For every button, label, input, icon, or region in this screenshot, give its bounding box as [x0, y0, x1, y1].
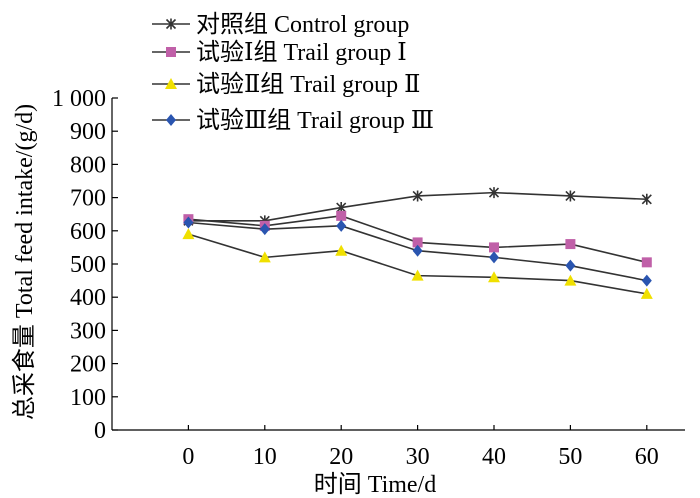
y-tick-label: 600 [70, 219, 106, 245]
data-point [258, 251, 271, 263]
data-point [641, 193, 652, 205]
y-tick-label: 200 [70, 352, 106, 378]
legend-label: 试验Ⅰ组 Trail group Ⅰ [196, 39, 407, 66]
data-point [565, 259, 576, 272]
x-tick-label: 20 [329, 444, 353, 470]
x-tick-label: 10 [253, 444, 277, 470]
data-point [336, 219, 347, 232]
data-point [641, 257, 652, 268]
x-tick-label: 0 [182, 444, 194, 470]
y-tick-label: 400 [70, 285, 106, 311]
data-point [565, 190, 576, 202]
data-point [640, 287, 653, 299]
legend-marker [165, 18, 177, 30]
y-tick-label: 800 [70, 152, 106, 178]
legend-marker [166, 47, 176, 57]
axes: 0 100 200 300 400 500 600 700 800 900 1 000 0 10 20 30… [52, 86, 685, 470]
data-point [564, 274, 577, 286]
x-tick-label: 40 [482, 444, 506, 470]
x-tick-label: 50 [558, 444, 582, 470]
data-point [259, 223, 270, 236]
legend-item-3: 试验Ⅱ组 Trail group Ⅱ [152, 71, 420, 98]
data-point [641, 274, 652, 287]
x-tick-label: 60 [635, 444, 659, 470]
data-point [335, 244, 348, 256]
y-tick-label: 0 [94, 418, 106, 444]
legend-marker [166, 114, 176, 126]
series-3 [182, 228, 653, 299]
y-tick-label: 500 [70, 252, 106, 278]
data-point [489, 242, 499, 253]
legend-item-4: 试验Ⅲ组 Trail group Ⅲ [152, 107, 434, 134]
y-axis-title: 总采食量 Total feed intake/(g/d) [11, 104, 38, 420]
legend-marker [165, 78, 177, 89]
data-point [489, 251, 499, 264]
data-point [336, 210, 347, 221]
series-1 [183, 187, 652, 227]
data-point [565, 239, 576, 250]
y-tick-label: 900 [70, 119, 106, 145]
legend-item-2: 试验Ⅰ组 Trail group Ⅰ [152, 39, 407, 66]
series-2 [183, 210, 652, 268]
data-point [488, 187, 500, 199]
series-4 [183, 216, 652, 287]
legend-label: 试验Ⅱ组 Trail group Ⅱ [196, 71, 420, 98]
x-tick-label: 30 [406, 444, 430, 470]
data-point [412, 237, 423, 248]
data-point [488, 271, 500, 283]
legend-item-1: 对照组 Control group [152, 11, 409, 38]
data-point [182, 228, 195, 240]
data-point [183, 216, 194, 229]
data-point [412, 190, 423, 202]
x-axis-title: 时间 Time/d [314, 471, 436, 498]
y-tick-label: 1 000 [52, 86, 106, 112]
y-tick-label: 300 [70, 318, 106, 344]
data-point [412, 244, 423, 257]
legend-label: 试验Ⅲ组 Trail group Ⅲ [196, 107, 434, 134]
y-tick-label: 100 [70, 385, 106, 411]
plot-area [182, 187, 653, 299]
legend-label: 对照组 Control group [196, 11, 409, 38]
data-point [411, 269, 424, 281]
y-tick-label: 700 [70, 186, 106, 212]
